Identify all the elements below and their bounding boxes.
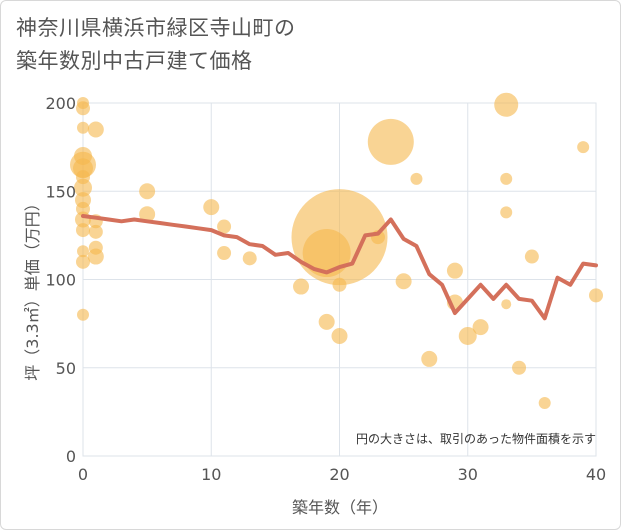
data-bubble — [331, 327, 348, 344]
data-bubble — [77, 97, 89, 109]
bubble-layer — [70, 92, 603, 410]
data-bubble — [76, 254, 90, 269]
data-bubble — [332, 277, 347, 292]
y-axis-label: 坪（3.3㎡）単価（万円） — [23, 195, 42, 380]
data-bubble — [538, 397, 551, 410]
data-bubble — [76, 170, 90, 185]
data-bubble — [302, 229, 351, 278]
x-tick-label: 40 — [586, 465, 606, 484]
data-bubble — [500, 172, 513, 185]
y-tick-label: 0 — [66, 447, 76, 466]
data-bubble — [494, 92, 519, 117]
tick-labels: 0 10 20 30 40 0 50 100 150 200 — [45, 94, 606, 484]
y-tick-label: 200 — [45, 94, 76, 113]
data-bubble — [500, 206, 513, 219]
data-bubble — [512, 360, 527, 375]
data-bubble — [139, 206, 156, 223]
data-bubble — [77, 121, 89, 134]
data-bubble — [446, 262, 463, 279]
average-price-line — [81, 214, 598, 321]
data-bubble — [217, 246, 232, 261]
data-bubble — [421, 350, 438, 367]
data-bubble — [501, 299, 512, 310]
data-bubble — [87, 121, 104, 138]
data-bubble — [410, 172, 423, 185]
data-bubble — [74, 146, 92, 165]
data-bubble — [77, 245, 89, 258]
data-bubble — [458, 326, 477, 345]
x-tick-label: 20 — [329, 465, 349, 484]
data-bubble — [589, 288, 603, 303]
data-bubble — [139, 183, 156, 200]
x-axis-label: 築年数（年） — [292, 498, 388, 517]
data-bubble — [242, 251, 257, 266]
data-bubble — [367, 118, 414, 165]
data-bubble — [472, 319, 489, 336]
data-bubble — [395, 273, 412, 290]
bubble-size-note: 円の大きさは、取引のあった物件面積を示す — [356, 431, 596, 446]
data-bubble — [77, 308, 89, 321]
data-bubble — [318, 313, 335, 330]
y-tick-label: 150 — [45, 182, 76, 201]
data-bubble — [88, 240, 103, 255]
y-tick-label: 100 — [45, 271, 76, 290]
data-bubble — [88, 224, 103, 239]
data-bubble — [76, 201, 90, 216]
data-bubble — [203, 199, 220, 216]
data-bubble — [76, 223, 90, 238]
chart-title: 神奈川県横浜市緑区寺山町の 築年数別中古戸建て価格 — [16, 12, 296, 78]
chart-title-line1: 神奈川県横浜市緑区寺山町の — [16, 16, 296, 40]
data-bubble — [293, 278, 310, 295]
data-bubble — [577, 141, 590, 154]
chart-title-line2: 築年数別中古戸建て価格 — [16, 49, 253, 73]
data-bubble — [217, 219, 232, 234]
data-bubble — [74, 178, 92, 197]
x-tick-label: 0 — [78, 465, 88, 484]
x-tick-label: 30 — [458, 465, 478, 484]
x-tick-label: 10 — [201, 465, 221, 484]
y-tick-label: 50 — [56, 359, 76, 378]
data-bubble — [524, 249, 539, 264]
